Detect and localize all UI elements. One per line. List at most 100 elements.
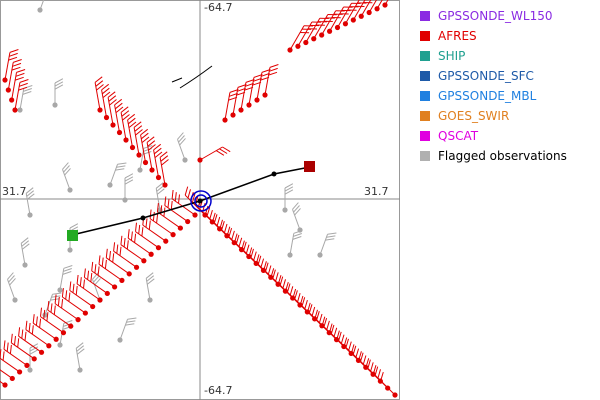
legend-item-goes-swir[interactable]: GOES_SWIR [420, 106, 598, 126]
afres-barb-w-staff [120, 112, 127, 141]
afres-barb-se-flag [265, 262, 269, 272]
afres-barb-edge-flag [19, 79, 29, 83]
afres-barb-sw-flag [72, 283, 75, 293]
afres-barb-w-dot [116, 129, 123, 136]
afres-barb-sw-staff [91, 270, 115, 288]
afres-barb-se-flag [209, 209, 213, 219]
afres-barb-se-flag [245, 244, 250, 254]
legend-label: GPSSONDE_WL150 [438, 9, 553, 23]
storm-center-ring-outer [190, 190, 212, 212]
afres-barb-n-staff [224, 92, 231, 121]
flagged-barb-flag [156, 188, 165, 195]
flagged-barb-dot [147, 297, 153, 303]
afres-barb-sw-flag [17, 338, 20, 348]
flagged-barb-staff [177, 139, 186, 161]
flagged-barb-dot [287, 252, 293, 258]
afres-barb-se-flag [343, 337, 348, 347]
afres-barb-ne-staff [321, 10, 337, 36]
afres-barb-w-staff [146, 142, 153, 171]
afres-barb-se-flag [187, 189, 191, 199]
flagged-barb-flag [284, 189, 294, 195]
afres-barb-ne-dot [326, 28, 333, 34]
track-end-marker [304, 161, 315, 172]
afres-barb-ne-dot [382, 2, 388, 8]
afres-barb-n-dot [230, 112, 236, 118]
afres-barb-ne-dot [311, 36, 317, 42]
legend-item-gpssonde-sfc[interactable]: GPSSONDE_SFC [420, 66, 598, 86]
afres-barb-w-staff [114, 104, 120, 133]
flagged-barb-flag [62, 271, 72, 275]
legend-item-afres[interactable]: AFRES [420, 26, 598, 46]
legend: GPSSONDE_WL150 AFRES SHIP GPSSONDE_SFC G… [420, 6, 598, 166]
flagged-barb-flag [20, 237, 29, 244]
afres-barb-sw-flag [61, 288, 64, 298]
storm-center-ring-inner [194, 194, 208, 208]
afres-barb-se-flag [238, 237, 243, 247]
flagged-barb-staff [39, 0, 45, 11]
afres-barb-ne-dot [303, 39, 309, 46]
afres-barb-sw-staff [149, 218, 174, 236]
flagged-barb-staff [109, 164, 118, 186]
afres-barb-sw-dot [133, 264, 140, 270]
afres-barb-sw-dot [185, 218, 191, 225]
flagged-barb-dot [107, 182, 113, 188]
afres-barb-ne-dot [334, 24, 341, 31]
afres-barb-se-flag [370, 362, 374, 372]
legend-label: Flagged observations [438, 149, 567, 163]
afres-barb-sw-flag [6, 342, 9, 352]
flagged-barb-dot [67, 187, 73, 193]
afres-barb-sw-flag [127, 229, 130, 239]
legend-label: GOES_SWIR [438, 109, 510, 123]
afres-barb-w-flag [120, 106, 129, 113]
afres-barb-se-flag [282, 279, 286, 289]
flagged-barb-flag [54, 81, 64, 87]
afres-barb-sw-flag [28, 322, 31, 333]
legend-item-gpssonde-wl150[interactable]: GPSSONDE_WL150 [420, 6, 598, 26]
afres-barb-w-flag [147, 140, 156, 147]
afres-barb-se-flag [224, 223, 228, 233]
afres-barb-sw-flag [105, 248, 108, 258]
wind-barb-plot[interactable]: -64.7 -64.7 31.7 31.7 [0, 0, 400, 400]
flagged-barb-staff [20, 243, 26, 266]
afres-barb-w-flag [128, 121, 137, 128]
afres-barb-w-flag [135, 129, 143, 136]
afres-barb-sw-flag [57, 296, 60, 306]
afres-barb-sw-flag [32, 314, 35, 324]
afres-barb-se-flag [219, 219, 223, 229]
afres-barb-w-flag [160, 155, 169, 162]
afres-barb-w-flag [127, 117, 136, 125]
afres-barb-se-flag [213, 214, 218, 224]
afres-barb-sw-staff [135, 231, 159, 249]
afres-barb-center-staff [199, 146, 223, 161]
afres-barb-w-flag [153, 143, 162, 151]
afres-barb-se-flag [316, 311, 320, 320]
afres-barb-center-flag [215, 150, 225, 156]
flagged-barb-flag [284, 183, 294, 189]
afres-barb-edge-dot [5, 87, 11, 93]
flagged-barb-flag [146, 278, 155, 285]
afres-barb-ne-staff [313, 14, 329, 40]
afres-barb-se-flag [340, 334, 345, 344]
flagged-barb-staff [145, 278, 151, 301]
legend-item-flagged[interactable]: Flagged observations [420, 146, 598, 166]
afres-barb-w-dot [142, 159, 149, 166]
legend-item-gpssonde-mbl[interactable]: GPSSONDE_MBL [420, 86, 598, 106]
plot-canvas [0, 0, 400, 400]
legend-item-ship[interactable]: SHIP [420, 46, 598, 66]
afres-barb-se-flag [277, 275, 282, 284]
flagged-barb-flag [63, 268, 72, 272]
afres-barb-se-flag [321, 316, 326, 326]
flagged-barb-flag [327, 232, 337, 235]
flagged-barb-staff [19, 88, 25, 111]
flagged-barb-staff [155, 188, 161, 211]
afres-barb-sw-staff [3, 348, 28, 366]
legend-item-qscat[interactable]: QSCAT [420, 126, 598, 146]
flagged-barb-dot [57, 287, 63, 293]
storm-track-point [197, 198, 203, 204]
afres-barb-ne-dot [342, 21, 349, 27]
flagged-barb-flag [126, 320, 136, 323]
flagged-barb-flag [29, 343, 39, 349]
afres-barb-sw-flag [76, 274, 79, 284]
afres-barb-sw-dot [2, 382, 8, 388]
afres-barb-w-flag [140, 128, 149, 136]
